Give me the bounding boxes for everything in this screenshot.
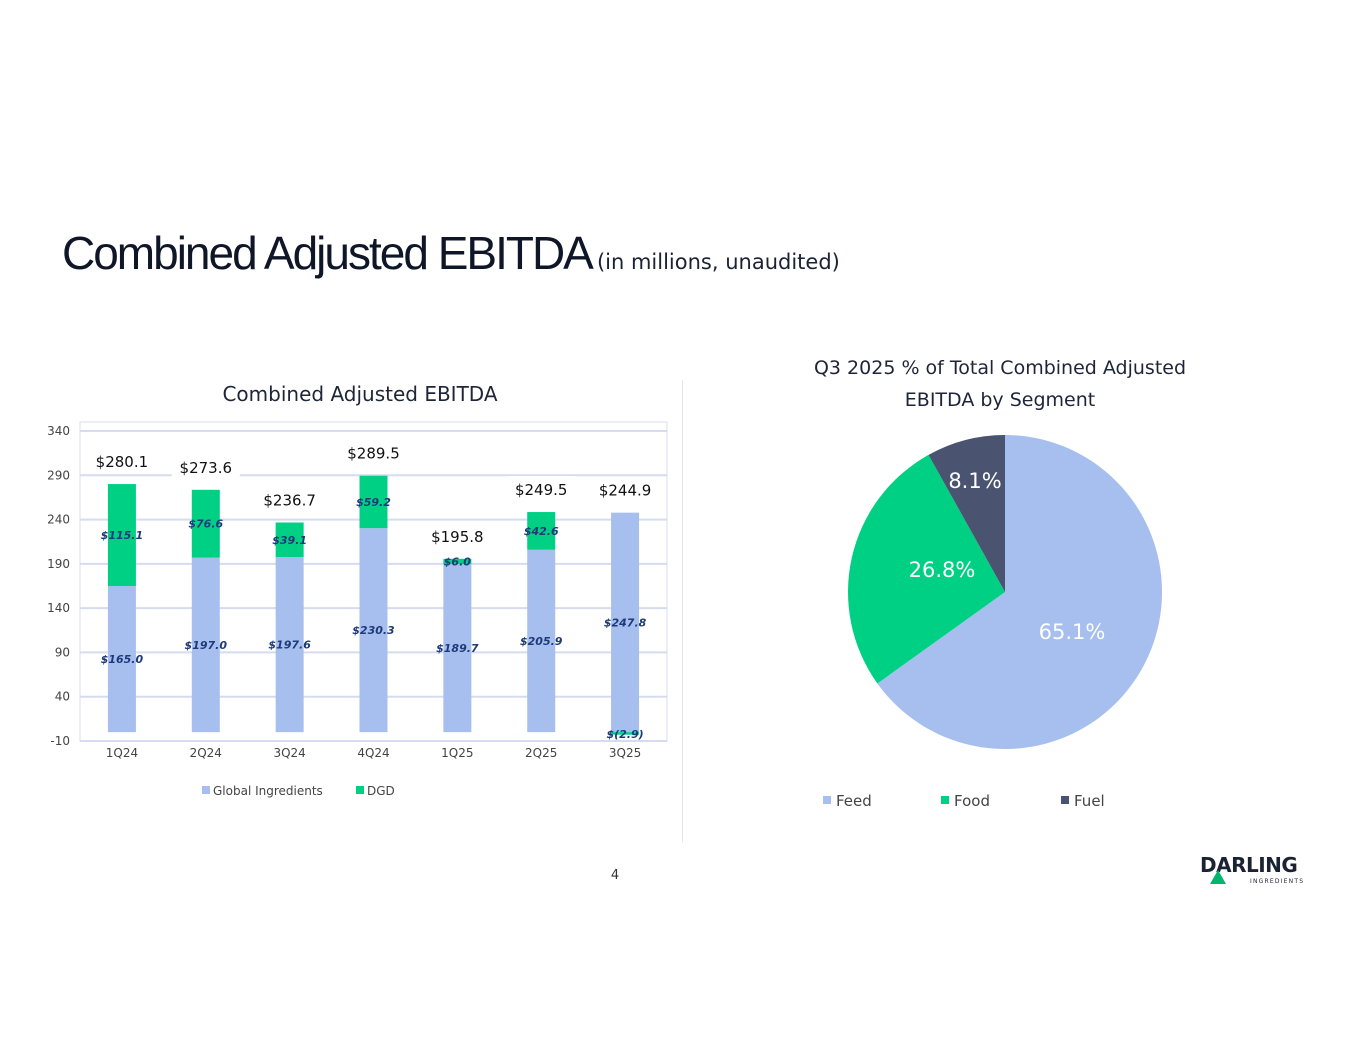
legend-swatch-feed [823, 796, 831, 804]
page-number: 4 [610, 868, 620, 883]
bar-global-ingredients [527, 549, 556, 733]
x-tick-label: 4Q24 [357, 746, 389, 760]
y-tick-label: 140 [47, 601, 70, 615]
total-label-bg [591, 476, 660, 501]
pie-label-feed: 65.1% [1039, 620, 1106, 644]
darling-logo: DARLING INGREDIENTS [1200, 853, 1304, 885]
bar-chart-title: Combined Adjusted EBITDA [222, 382, 497, 406]
x-tick-label: 1Q24 [106, 746, 138, 760]
x-tick-label: 3Q25 [609, 746, 641, 760]
pie-slice-food [848, 454, 1005, 684]
data-label-dgd: $42.6 [524, 525, 559, 538]
y-tick-label: 40 [55, 690, 70, 704]
legend-swatch-global-ingredients [202, 786, 210, 794]
x-tick-label: 1Q25 [441, 746, 473, 760]
x-tick-label: 2Q24 [190, 746, 222, 760]
legend-swatch-fuel [1061, 796, 1069, 804]
data-label-global-ingredients: $197.0 [185, 639, 228, 652]
pie-chart-title-line1: Q3 2025 % of Total Combined Adjusted [814, 357, 1186, 379]
y-tick-label: -10 [50, 734, 70, 748]
data-label-global-ingredients: $247.8 [604, 616, 647, 629]
legend-swatch-food [941, 796, 949, 804]
svg-text:DARLING: DARLING [1200, 853, 1297, 877]
total-label: $273.6 [180, 459, 233, 477]
title-subtitle: (in millions, unaudited) [596, 250, 840, 274]
total-label: $249.5 [515, 481, 568, 499]
total-label-bg [255, 486, 324, 511]
data-label-dgd: $76.6 [188, 518, 223, 531]
legend-label-fuel: Fuel [1074, 792, 1105, 810]
y-tick-label: 190 [47, 557, 70, 571]
total-label: $195.8 [431, 528, 484, 546]
legend-label-feed: Feed [836, 792, 872, 810]
bar-global-ingredients [443, 564, 472, 733]
total-label-bg [339, 439, 408, 464]
bar-dgd [275, 522, 304, 558]
page-title: Combined Adjusted EBITDA (in millions, u… [62, 226, 840, 280]
y-tick-label: 290 [47, 468, 70, 482]
total-label-bg [507, 476, 576, 501]
pie-slice-fuel [928, 435, 1005, 592]
y-tick-label: 340 [47, 424, 70, 438]
total-label: $280.1 [96, 453, 149, 471]
svg-text:INGREDIENTS: INGREDIENTS [1250, 878, 1304, 885]
pie-chart: Q3 2025 % of Total Combined Adjusted EBIT… [814, 357, 1186, 810]
total-label: $236.7 [263, 491, 316, 509]
bar-global-ingredients [359, 528, 388, 733]
bar-global-ingredients [275, 557, 304, 733]
data-label-dgd: $39.1 [272, 534, 307, 547]
total-label-bg [171, 453, 240, 478]
bar-dgd [443, 558, 472, 565]
bar-chart: Combined Adjusted EBITDA 340 290 240 190 140 9… [47, 382, 668, 798]
divider [682, 380, 683, 842]
x-tick-label: 3Q24 [273, 746, 305, 760]
legend-label-global-ingredients: Global Ingredients [213, 784, 323, 798]
data-label-global-ingredients: $165.0 [101, 653, 144, 666]
pie-slice-feed [877, 435, 1162, 750]
bar-dgd [107, 484, 136, 586]
data-label-global-ingredients: $205.9 [520, 635, 563, 648]
data-label-global-ingredients: $230.3 [352, 624, 395, 637]
total-label-bg [87, 448, 156, 473]
bar-global-ingredients [191, 557, 220, 733]
data-label-dgd: $(2.9) [606, 728, 643, 741]
bar-global-ingredients [107, 586, 136, 733]
bar-dgd [611, 732, 640, 735]
legend-label-dgd: DGD [367, 784, 395, 798]
data-label-dgd: $6.0 [444, 555, 471, 568]
data-label-global-ingredients: $197.6 [268, 639, 311, 652]
legend-swatch-dgd [356, 786, 364, 794]
x-tick-label: 2Q25 [525, 746, 557, 760]
bar-global-ingredients [611, 512, 640, 733]
data-label-global-ingredients: $189.7 [436, 642, 479, 655]
total-label: $289.5 [347, 445, 400, 463]
total-label-bg [423, 522, 492, 547]
bar-dgd [359, 475, 388, 529]
y-tick-label: 90 [55, 645, 70, 659]
total-label: $244.9 [599, 482, 652, 500]
y-tick-label: 240 [47, 513, 70, 527]
data-label-dgd: $59.2 [356, 496, 391, 509]
legend-label-food: Food [954, 792, 990, 810]
pie-label-fuel: 8.1% [948, 469, 1001, 493]
pie-label-food: 26.8% [909, 558, 976, 582]
pie-chart-title-line2: EBITDA by Segment [905, 389, 1095, 411]
bar-dgd [191, 489, 220, 558]
title-main: Combined Adjusted EBITDA [62, 227, 594, 279]
data-label-dgd: $115.1 [101, 529, 143, 542]
bar-dgd [527, 512, 556, 550]
